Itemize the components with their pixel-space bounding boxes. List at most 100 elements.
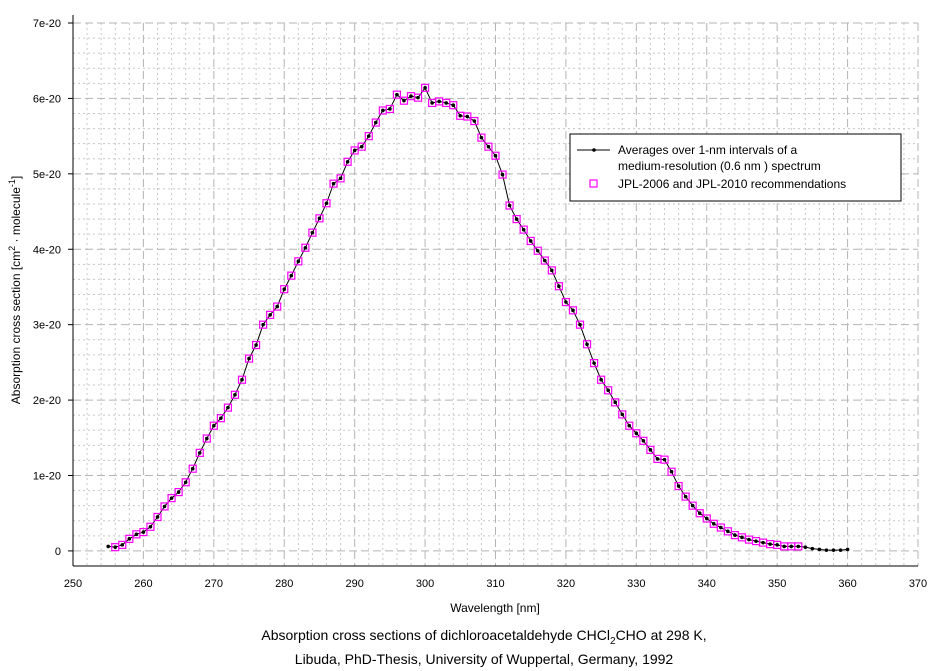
caption-line-2: Libuda, PhD-Thesis, University of Wupper…: [295, 651, 674, 667]
averages-point: [409, 94, 413, 98]
averages-point: [676, 484, 681, 488]
averages-point: [359, 144, 364, 149]
averages-point: [134, 532, 139, 537]
jpl-point: [364, 132, 373, 141]
averages-point: [169, 496, 174, 500]
averages-point: [289, 273, 294, 278]
jpl-point: [688, 501, 697, 510]
averages-point: [719, 525, 723, 530]
jpl-point: [209, 421, 218, 430]
averages-point: [317, 216, 322, 221]
averages-point: [789, 544, 794, 549]
legend-label-averages-1: Averages over 1-nm intervals of a: [618, 143, 798, 157]
averages-point: [345, 159, 350, 164]
axes: [72, 15, 918, 567]
averages-point: [282, 287, 287, 292]
averages-point: [141, 530, 146, 534]
averages-point: [571, 308, 575, 313]
averages-point: [310, 230, 315, 235]
jpl-point: [505, 201, 514, 210]
y-tick-label: 4e-20: [33, 244, 61, 256]
averages-point: [381, 108, 385, 113]
averages-point: [627, 423, 632, 428]
averages-point: [324, 201, 329, 206]
jpl-point: [244, 354, 254, 363]
x-tick-label: 250: [64, 578, 82, 590]
jpl-point: [336, 174, 345, 183]
jpl-point: [491, 151, 500, 160]
jpl-point: [413, 93, 423, 102]
averages-point: [465, 114, 470, 119]
x-tick-label: 280: [275, 578, 293, 590]
jpl-point: [498, 170, 507, 179]
y-tick-labels: 0 1e-20 2e-20 3e-20 4e-20 5e-20 6e-20 7e-20: [33, 18, 73, 558]
averages-point: [268, 313, 272, 317]
averages-point: [261, 322, 265, 327]
jpl-point: [561, 297, 571, 307]
y-tick-label: 5e-20: [33, 169, 61, 181]
averages-point: [662, 457, 667, 462]
jpl-point: [343, 157, 352, 166]
averages-point: [535, 248, 540, 253]
averages-point: [803, 545, 808, 549]
averages-point: [219, 416, 223, 420]
averages-point: [747, 537, 751, 542]
jpl-point: [695, 509, 704, 518]
averages-point: [366, 134, 371, 138]
legend-square-marker: [589, 179, 598, 188]
averages-point: [395, 92, 399, 97]
jpl-point: [547, 266, 556, 275]
y-tick-label: 1e-20: [33, 471, 61, 483]
jpl-point: [477, 133, 486, 142]
averages-point: [373, 120, 378, 125]
x-tick-label: 290: [345, 578, 363, 590]
jpl-point: [674, 481, 683, 491]
series-jpl: [111, 83, 803, 552]
jpl-point: [484, 142, 493, 151]
jpl-point: [216, 414, 225, 423]
jpl-point: [533, 246, 542, 255]
averages-point: [226, 405, 230, 410]
averages-point: [620, 412, 625, 417]
averages-point: [240, 377, 244, 382]
averages-point: [599, 377, 603, 382]
jpl-point: [371, 118, 380, 127]
grid: [73, 22, 919, 567]
averages-point: [521, 227, 526, 232]
jpl-point: [266, 310, 275, 319]
jpl-point: [667, 467, 676, 476]
averages-point: [655, 457, 660, 461]
x-tick-label: 340: [698, 578, 716, 590]
jpl-point: [392, 90, 402, 99]
jpl-point: [385, 104, 394, 114]
jpl-point: [273, 302, 282, 311]
averages-point: [486, 144, 491, 149]
averages-point: [697, 511, 702, 516]
averages-point: [514, 217, 519, 221]
jpl-point: [519, 225, 528, 234]
averages-point: [683, 494, 688, 499]
averages-point: [212, 423, 216, 428]
jpl-point: [794, 542, 803, 551]
averages-point: [148, 524, 153, 529]
jpl-point: [420, 83, 430, 92]
averages-point: [254, 343, 258, 347]
averages-point: [704, 516, 709, 521]
jpl-point: [512, 214, 521, 224]
jpl-point: [639, 436, 648, 445]
averages-point: [838, 548, 843, 552]
averages-point: [204, 436, 209, 441]
y-tick-label: 2e-20: [33, 395, 61, 407]
jpl-point: [540, 256, 549, 265]
averages-point: [585, 342, 589, 347]
averages-point: [528, 239, 533, 243]
jpl-point: [660, 455, 669, 464]
averages-point: [606, 388, 610, 393]
jpl-point: [526, 236, 535, 246]
jpl-point: [702, 514, 711, 523]
x-tick-label: 330: [627, 578, 645, 590]
y-tick-label: 7e-20: [33, 18, 61, 30]
averages-point: [331, 181, 336, 186]
averages-point: [451, 103, 456, 108]
